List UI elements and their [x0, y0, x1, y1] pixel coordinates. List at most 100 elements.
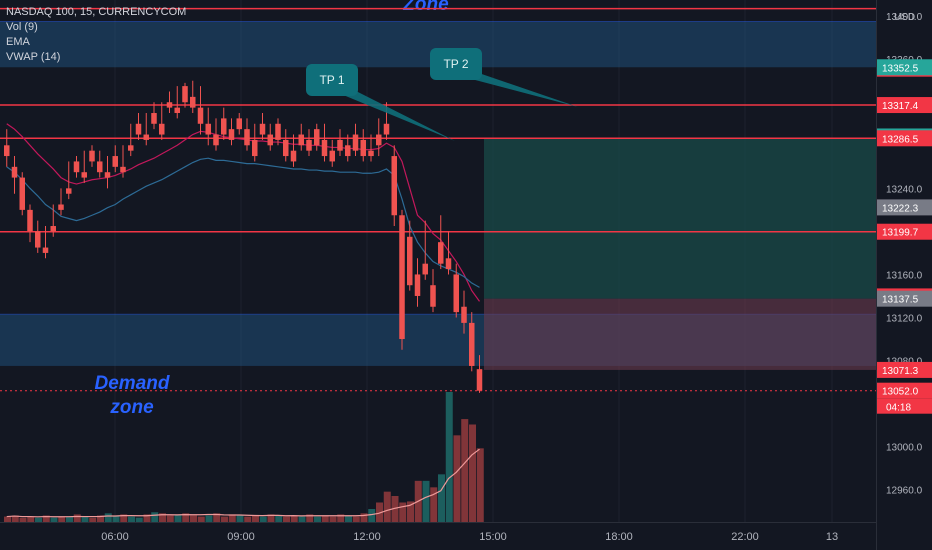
- demand-zone-label-line1: Demand: [95, 373, 170, 394]
- candle-body: [430, 285, 436, 307]
- candle-body: [407, 236, 413, 286]
- volume-bar: [430, 487, 438, 522]
- candle-body: [159, 123, 165, 135]
- volume-bar: [407, 501, 414, 522]
- volume-bar: [376, 502, 383, 522]
- volume-bar: [27, 516, 35, 522]
- volume-bar: [275, 515, 283, 522]
- volume-bar: [97, 515, 104, 522]
- indicator-volume[interactable]: Vol (9): [6, 21, 38, 33]
- candle-body: [236, 118, 242, 130]
- volume-bar: [135, 517, 143, 522]
- price-tag-bg: [877, 59, 932, 76]
- candle-body: [197, 107, 204, 124]
- volume-bar: [128, 516, 135, 522]
- volume-bar: [438, 474, 445, 522]
- candle-body: [182, 86, 188, 103]
- candle-body: [298, 134, 304, 146]
- volume-bar: [205, 515, 213, 522]
- countdown-tag-bg: [877, 398, 932, 414]
- volume-bar: [35, 517, 42, 522]
- indicator-vwap[interactable]: VWAP (14): [6, 51, 61, 63]
- volume-ma-line: [6, 448, 480, 518]
- volume-bar: [104, 513, 112, 522]
- candle-body: [422, 263, 428, 275]
- candle-body: [306, 139, 312, 151]
- candle-body: [135, 123, 142, 135]
- volume-bar: [143, 514, 151, 522]
- candle-body: [166, 102, 173, 108]
- tp-callout-label: TP 1: [319, 73, 344, 87]
- volume-bar: [476, 448, 484, 522]
- tp-callout-label: TP 2: [443, 57, 468, 71]
- candle-body: [414, 274, 421, 296]
- price-tag-text: 13071.3: [882, 366, 919, 377]
- chart-header: NASDAQ 100, 15, CURRENCYCOM Vol (9) EMA …: [6, 5, 186, 65]
- tp-callout-box: [430, 48, 482, 80]
- demand-zone-label-line2: zone: [109, 397, 154, 418]
- price-tag-bg: [877, 97, 932, 114]
- volume-bar: [213, 513, 221, 522]
- volume-bar: [391, 496, 399, 522]
- candle-body: [376, 134, 382, 146]
- candle-body: [73, 161, 80, 173]
- volume-bar: [197, 516, 205, 522]
- volume-bar: [73, 514, 81, 522]
- volume-bar: [221, 516, 228, 522]
- volume-bar: [50, 517, 58, 522]
- volume-bar: [360, 513, 368, 522]
- indicator-ema[interactable]: EMA: [6, 36, 30, 48]
- volume-bar: [283, 516, 290, 522]
- volume-bar: [329, 516, 337, 522]
- candle-body: [4, 145, 10, 157]
- candle-body: [11, 166, 18, 178]
- candle-body: [104, 172, 111, 178]
- price-tag-text: 13352.5: [882, 63, 919, 74]
- time-tick-label: 22:00: [731, 531, 759, 543]
- volume-bar: [58, 516, 66, 522]
- price-tag-bg: [877, 223, 932, 240]
- volume-bar: [151, 512, 159, 522]
- volume-bar: [236, 515, 244, 522]
- position-profit-box: [484, 138, 876, 299]
- candle-body: [174, 107, 180, 114]
- candle-body: [89, 150, 95, 162]
- volume-bar: [345, 515, 352, 522]
- time-tick-label: 15:00: [479, 531, 507, 543]
- price-tag-bg: [877, 199, 932, 216]
- symbol-title[interactable]: NASDAQ 100, 15, CURRENCYCOM: [6, 6, 187, 18]
- vwap-line: [6, 157, 480, 288]
- candle-body: [438, 242, 444, 264]
- price-tag-bg: [877, 130, 932, 147]
- candle-body: [19, 177, 25, 210]
- volume-bar: [399, 502, 407, 522]
- price-tick-label: 13400.0: [886, 12, 923, 23]
- time-tick-label: 13: [826, 531, 838, 543]
- volume-bar: [314, 516, 321, 522]
- volume-bar: [4, 516, 11, 522]
- candle-body: [391, 156, 397, 216]
- candle-body: [360, 139, 366, 157]
- candle-body: [469, 322, 475, 366]
- candle-body: [314, 129, 320, 146]
- volume-bar: [42, 515, 50, 522]
- candle-body: [112, 156, 118, 167]
- time-tick-label: 18:00: [605, 531, 633, 543]
- time-tick-label: 12:00: [353, 531, 381, 543]
- volume-bar: [267, 514, 275, 522]
- price-tag-text: 13052.0: [882, 387, 919, 398]
- price-tag-bg: [877, 382, 932, 399]
- time-tick-label: 06:00: [101, 531, 129, 543]
- candle-body: [461, 306, 467, 323]
- price-tag-text: 13137.5: [882, 295, 919, 306]
- candle-body: [275, 123, 281, 140]
- volume-bar: [461, 419, 469, 522]
- volume-bar: [89, 517, 97, 522]
- candle-body: [66, 188, 72, 194]
- candle-body: [128, 145, 134, 151]
- candle-body: [453, 274, 459, 313]
- volume-bar: [337, 514, 345, 522]
- candle-body: [58, 204, 64, 210]
- currency-label: USD: [894, 12, 915, 23]
